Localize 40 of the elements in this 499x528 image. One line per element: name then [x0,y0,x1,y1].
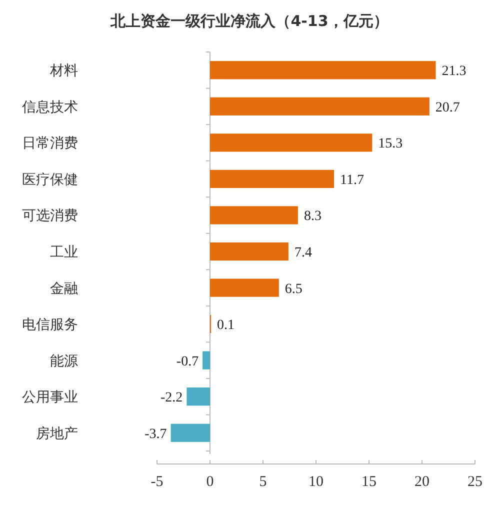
bar [210,242,288,261]
data-label: 15.3 [378,136,403,152]
data-label: 7.4 [294,246,312,260]
x-tick-label: 0 [206,474,214,490]
y-tick-label: 医疗保健 [22,172,78,188]
y-tick-label: 能源 [50,353,78,370]
x-tick-label: 5 [259,474,267,490]
y-tick-label: 房地产 [36,426,78,442]
bar [210,170,334,188]
data-label: 8.3 [304,209,322,224]
y-tick-label: 材料 [49,63,78,80]
data-label: -3.7 [144,426,167,442]
y-tick-label: 可选消费 [22,208,78,224]
data-label: -0.7 [176,354,199,370]
data-label: 6.5 [284,282,302,297]
data-label: 21.3 [442,64,466,80]
x-tick-label: 15 [362,474,376,490]
y-tick-label: 电信服务 [22,317,78,334]
chart-title: 北上资金一级行业净流入（4-13，亿元） [110,12,388,30]
bar [170,424,210,442]
bar [202,351,210,370]
x-tick-label: 20 [414,474,430,490]
bar [210,134,372,152]
y-tick-label: 日常消费 [22,136,78,152]
y-tick-label: 公用事业 [22,390,78,406]
x-tick-label: 10 [308,474,324,490]
bar [210,206,298,224]
y-tick-label: 工业 [50,244,78,260]
bar [186,388,210,406]
x-tick-label: -5 [150,474,164,490]
bar [210,61,436,80]
data-label: 11.7 [340,172,364,188]
y-tick-label: 信息技术 [22,99,78,116]
x-tick-label: 25 [468,474,482,490]
bar [210,97,430,116]
bar [210,278,279,297]
data-label: 0.1 [217,318,235,334]
data-label: 20.7 [435,100,460,116]
data-label: -2.2 [160,390,183,406]
y-tick-label: 金融 [50,280,78,297]
